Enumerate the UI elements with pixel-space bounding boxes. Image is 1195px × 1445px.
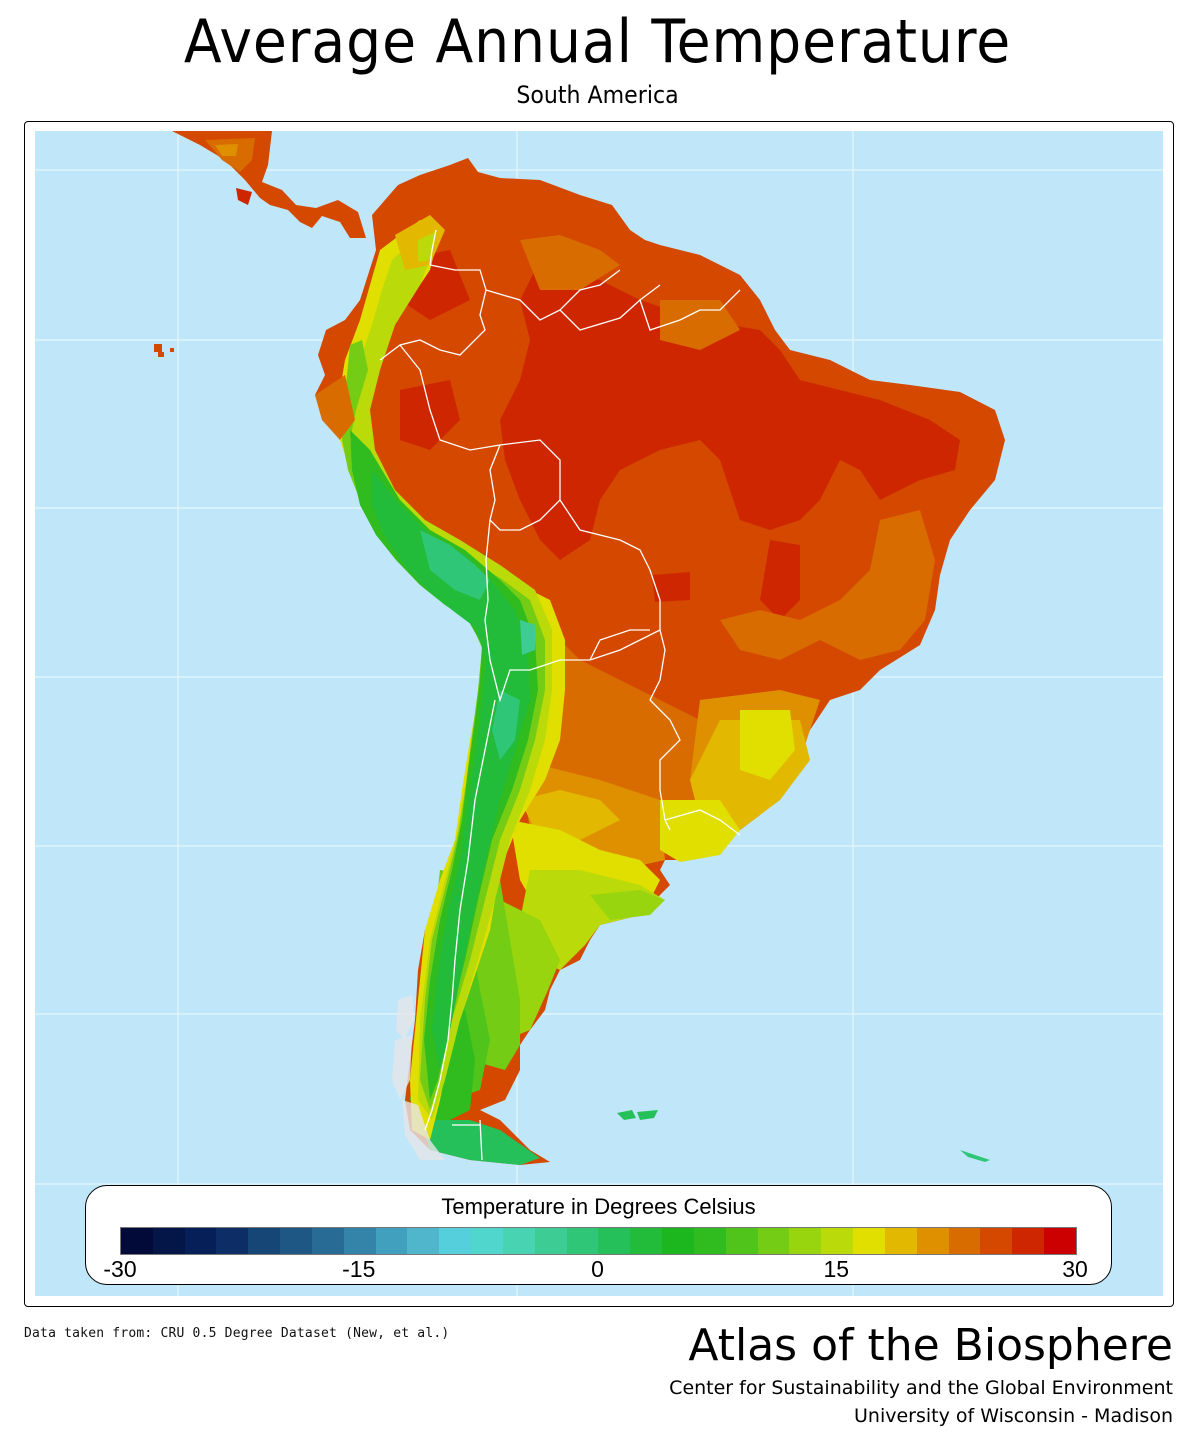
page-title: Average Annual Temperature	[183, 7, 1012, 77]
color-swatch	[630, 1228, 663, 1254]
color-swatch	[152, 1228, 185, 1254]
amazon-core	[500, 260, 960, 560]
color-swatch	[471, 1228, 503, 1254]
tick-label: -30	[103, 1256, 137, 1282]
color-swatch	[980, 1228, 1013, 1254]
color-swatch	[280, 1228, 312, 1254]
color-swatch	[1044, 1228, 1076, 1254]
tick-label: 0	[591, 1256, 604, 1282]
color-swatch	[407, 1228, 440, 1254]
color-swatch	[916, 1228, 949, 1254]
chile-archipelago	[392, 995, 445, 1160]
color-swatch	[121, 1228, 153, 1254]
color-scale-bar	[120, 1227, 1077, 1255]
color-swatch	[821, 1228, 854, 1254]
page-subtitle: South America	[516, 81, 679, 109]
temperature-map	[35, 131, 1163, 1296]
falkland-islands	[617, 1110, 658, 1120]
color-swatch	[853, 1228, 885, 1254]
color-swatch	[216, 1228, 249, 1254]
color-swatch	[311, 1228, 344, 1254]
country-borders	[379, 229, 741, 1161]
color-swatch	[439, 1228, 472, 1254]
tick-label: -15	[342, 1256, 376, 1282]
brand-organization: Center for Sustainability and the Global…	[669, 1377, 1173, 1399]
color-swatch	[662, 1228, 694, 1254]
brand-block: Atlas of the Biosphere Center for Sustai…	[669, 1318, 1173, 1430]
color-swatch	[534, 1228, 567, 1254]
galapagos-islands	[154, 344, 174, 357]
color-swatch	[1012, 1228, 1045, 1254]
tick-label: 30	[1062, 1256, 1088, 1282]
brand-university: University of Wisconsin - Madison	[854, 1405, 1173, 1427]
color-swatch	[375, 1228, 408, 1254]
legend-panel: Temperature in Degrees Celsius -30 -15 0 15…	[85, 1185, 1112, 1285]
color-swatch	[693, 1228, 726, 1254]
central-america	[172, 131, 366, 238]
color-swatch	[343, 1228, 376, 1254]
data-source-note: Data taken from: CRU 0.5 Degree Dataset …	[24, 1326, 450, 1341]
tick-label: 15	[823, 1256, 850, 1282]
color-swatch	[948, 1228, 981, 1254]
legend-title: Temperature in Degrees Celsius	[441, 1194, 756, 1219]
south-georgia	[960, 1150, 990, 1162]
color-swatch	[598, 1228, 631, 1254]
color-swatch	[884, 1228, 917, 1254]
map-graphic	[35, 131, 1163, 1296]
color-swatch	[248, 1228, 281, 1254]
color-swatch	[725, 1228, 758, 1254]
color-swatch	[789, 1228, 822, 1254]
color-swatch	[757, 1228, 790, 1254]
brand-title: Atlas of the Biosphere	[688, 1320, 1173, 1371]
color-swatch	[566, 1228, 599, 1254]
color-swatch	[502, 1228, 535, 1254]
color-swatch	[184, 1228, 217, 1254]
